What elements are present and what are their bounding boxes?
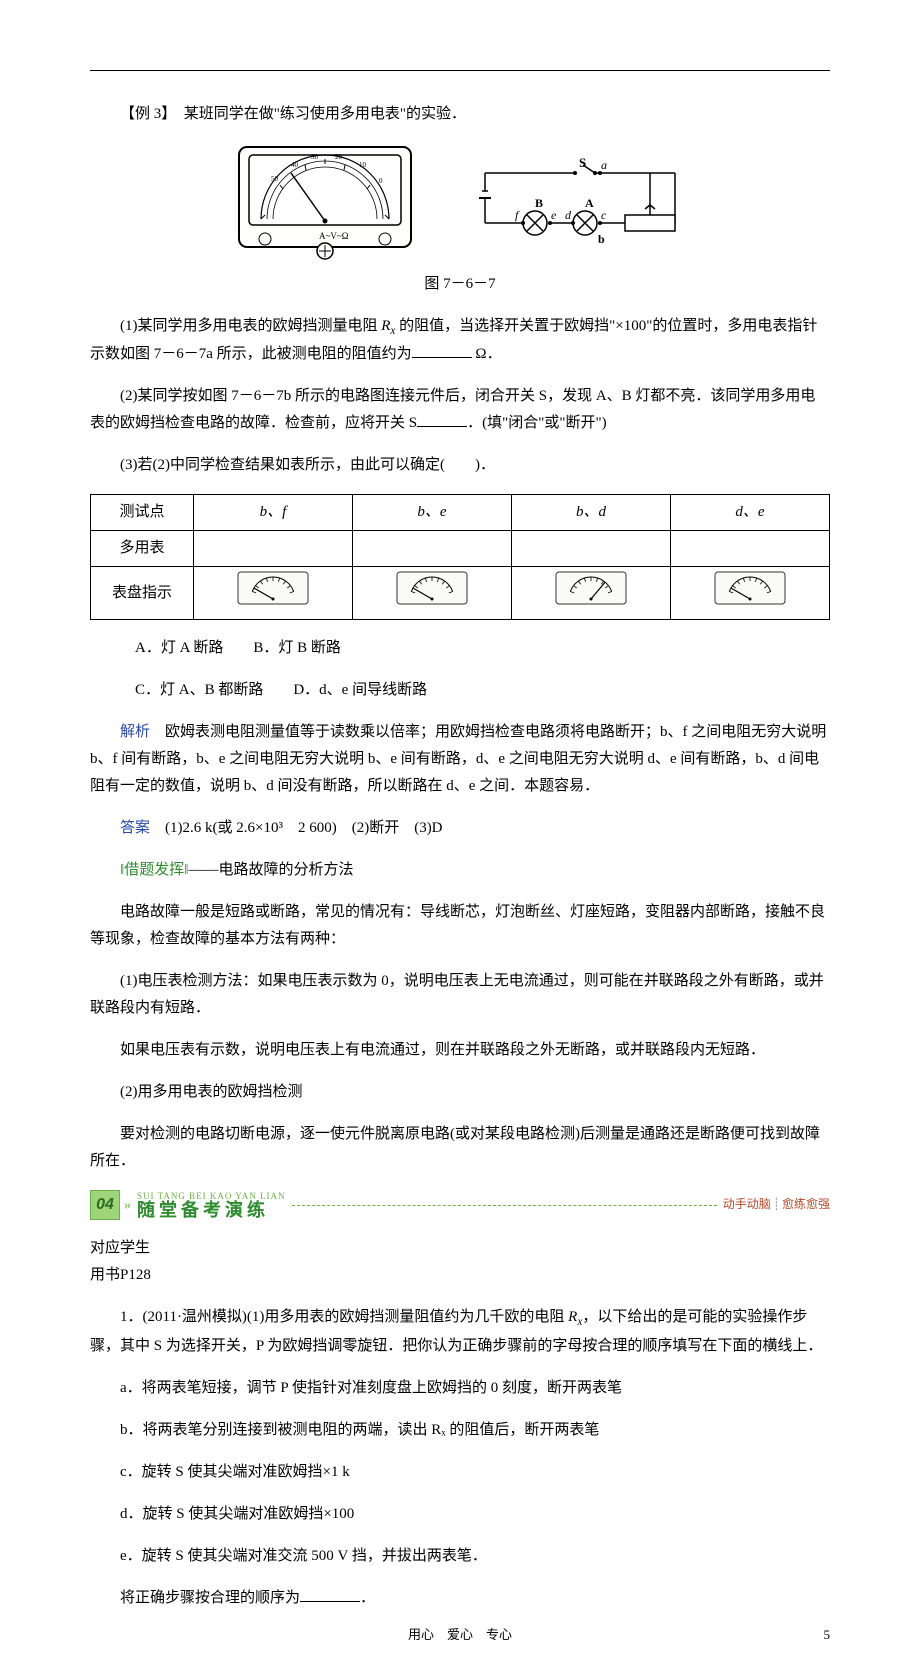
- technique-p3: 如果电压表有示数，说明电压表上有电流通过，则在并联路段之外无断路，或并联路段内无…: [90, 1037, 830, 1064]
- step-b: b．将两表笔分别连接到被测电阻的两端，读出 Rₓ 的阻值后，断开两表笔: [90, 1417, 830, 1444]
- row-label: 多用表: [91, 531, 194, 567]
- svg-text:A: A: [585, 196, 594, 210]
- col-header: b、e: [353, 495, 512, 531]
- gauge-cell: [194, 567, 353, 620]
- page-number: 5: [824, 1623, 831, 1646]
- test-table: 测试点 b、f b、e b、d d、e 多用表 表盘指示: [90, 494, 830, 620]
- row-label: 表盘指示: [91, 567, 194, 620]
- svg-text:a: a: [323, 258, 329, 263]
- top-rule: [90, 70, 830, 71]
- section-banner: 04 » SUI TANG BEI KAO YAN LIAN 随堂备考演练 动手…: [90, 1190, 830, 1220]
- svg-text:c: c: [601, 208, 607, 222]
- table-row: 测试点 b、f b、e b、d d、e: [91, 495, 830, 531]
- svg-text:f: f: [515, 208, 520, 222]
- analysis: 解析 欧姆表测电阻测量值等于读数乘以倍率；用欧姆挡检查电路须将电路断开；b、f …: [90, 719, 830, 800]
- col-header: b、d: [512, 495, 671, 531]
- practice-q1: 1．(2011·温州模拟)(1)用多用表的欧姆挡测量阻值约为几千欧的电阻 Rx，…: [90, 1304, 830, 1359]
- practice-ref: 对应学生 用书P128: [90, 1235, 830, 1289]
- question-3: (3)若(2)中同学检查结果如表所示，由此可以确定( )．: [90, 452, 830, 479]
- answer: 答案 (1)2.6 k(或 2.6×10³ 2 600) (2)断开 (3)D: [90, 815, 830, 842]
- answer-label: 答案: [120, 820, 150, 836]
- technique-p5: 要对检测的电路切断电源，逐一使元件脱离原电路(或对某段电路检测)后测量是通路还是…: [90, 1121, 830, 1175]
- svg-text:40: 40: [291, 161, 299, 169]
- technique-title: ‖借题发挥‖——电路故障的分析方法: [90, 857, 830, 884]
- technique-p2: (1)电压表检测方法：如果电压表示数为 0，说明电压表上无电流通过，则可能在并联…: [90, 968, 830, 1022]
- chevron-icon: »: [124, 1193, 131, 1218]
- gauge-cell: [512, 567, 671, 620]
- svg-text:B: B: [535, 196, 543, 210]
- sequence-blank: 将正确步骤按合理的顺序为．: [90, 1585, 830, 1612]
- analysis-label: 解析: [120, 724, 150, 740]
- question-1: (1)某同学用多用电表的欧姆挡测量电阻 Rx 的阻值，当选择开关置于欧姆挡"×1…: [90, 313, 830, 368]
- svg-text:d: d: [565, 208, 572, 222]
- svg-text:b: b: [598, 232, 605, 246]
- banner-dots: [292, 1205, 717, 1206]
- step-e: e．旋转 S 使其尖端对准交流 500 V 挡，并拔出两表笔．: [90, 1543, 830, 1570]
- question-2: (2)某同学按如图 7－6－7b 所示的电路图连接元件后，闭合开关 S，发现 A…: [90, 383, 830, 437]
- svg-text:S: S: [579, 155, 586, 170]
- options-cd: C．灯 A、B 都断路 D．d、e 间导线断路: [90, 677, 830, 704]
- svg-text:e: e: [551, 208, 557, 222]
- circuit-figure: S a b c d e f A B: [475, 153, 685, 253]
- banner-title: 随堂备考演练: [137, 1201, 286, 1219]
- figure-caption: 图 7－6－7: [90, 271, 830, 298]
- footer: 用心 爱心 专心: [0, 1623, 920, 1646]
- table-row: 表盘指示: [91, 567, 830, 620]
- svg-text:A~V~Ω: A~V~Ω: [319, 231, 349, 241]
- technique-p4: (2)用多用电表的欧姆挡检测: [90, 1079, 830, 1106]
- col-header: d、e: [671, 495, 830, 531]
- technique-p1: 电路故障一般是短路或断路，常见的情况有：导线断芯，灯泡断丝、灯座短路，变阻器内部…: [90, 899, 830, 953]
- step-a: a．将两表笔短接，调节 P 使指针对准刻度盘上欧姆挡的 0 刻度，断开两表笔: [90, 1375, 830, 1402]
- step-d: d．旋转 S 使其尖端对准欧姆挡×100: [90, 1501, 830, 1528]
- row-label: 测试点: [91, 495, 194, 531]
- banner-right: 动手动脑┊愈练愈强: [723, 1194, 830, 1216]
- figure-row: 50 40 30 20 10 0 A~V~Ω a: [90, 143, 830, 263]
- gauge-cell: [353, 567, 512, 620]
- svg-text:20: 20: [335, 153, 343, 161]
- page: 【例 3】 某班同学在做"练习使用多用电表"的实验． 5040 3020 100…: [0, 0, 920, 1667]
- svg-text:0: 0: [379, 177, 383, 185]
- multimeter-figure: 50 40 30 20 10 0 A~V~Ω a: [235, 143, 415, 263]
- col-header: b、f: [194, 495, 353, 531]
- svg-text:30: 30: [311, 153, 319, 161]
- svg-text:50: 50: [271, 175, 279, 183]
- step-c: c．旋转 S 使其尖端对准欧姆挡×1 k: [90, 1459, 830, 1486]
- table-row: 多用表: [91, 531, 830, 567]
- options-ab: A．灯 A 断路 B．灯 B 断路: [90, 635, 830, 662]
- banner-number: 04: [90, 1190, 120, 1220]
- svg-text:a: a: [601, 158, 607, 172]
- svg-text:10: 10: [359, 161, 367, 169]
- gauge-cell: [671, 567, 830, 620]
- example-heading: 【例 3】 某班同学在做"练习使用多用电表"的实验．: [90, 101, 830, 128]
